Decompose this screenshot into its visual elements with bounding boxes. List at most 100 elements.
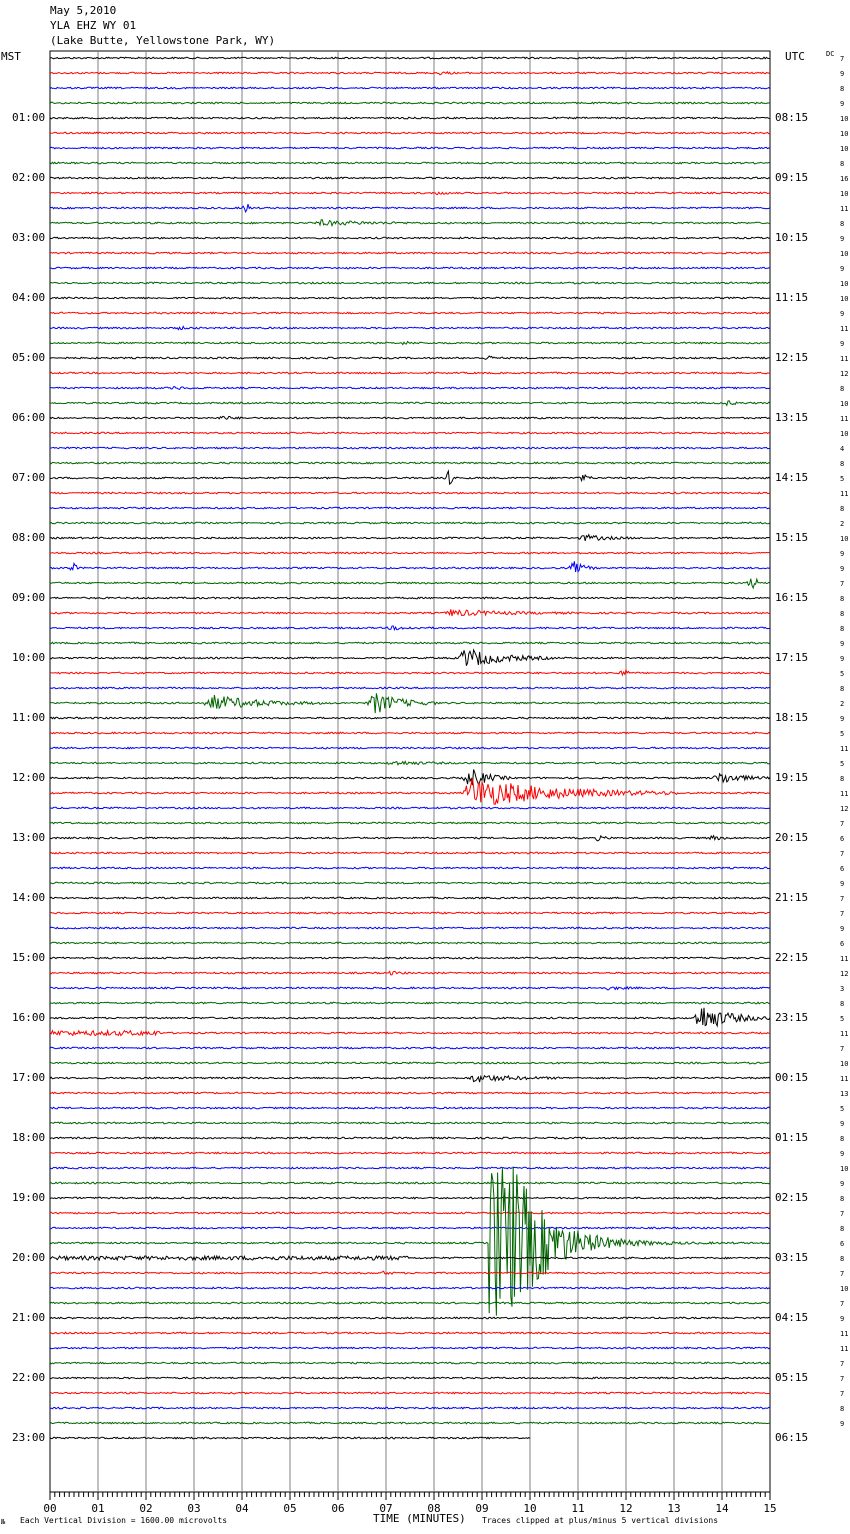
hour-label-right: 12:15 — [775, 351, 809, 364]
dc-offset: 9 — [840, 655, 845, 663]
trace-row — [49, 956, 771, 960]
trace-row — [49, 446, 771, 450]
dc-offset: 9 — [840, 265, 845, 273]
trace-row — [49, 266, 771, 270]
trace-row — [49, 400, 771, 407]
x-axis-title: TIME (MINUTES) — [373, 1512, 466, 1525]
trace-row — [49, 101, 771, 105]
trace-row — [49, 970, 771, 976]
dc-offset: 11 — [840, 1330, 849, 1338]
dc-offset: 7 — [840, 1045, 845, 1053]
hour-label-left: 18:00 — [12, 1131, 46, 1144]
hour-label-left: 19:00 — [12, 1191, 46, 1204]
trace-row — [49, 236, 771, 240]
dc-offset: 9 — [840, 925, 845, 933]
trace-row — [49, 926, 771, 930]
trace-row — [49, 716, 771, 720]
hour-label-right: 16:15 — [775, 591, 809, 604]
trace-row — [49, 1211, 771, 1215]
dc-offset: 10 — [840, 430, 849, 438]
trace-row — [49, 625, 770, 631]
hour-label-left: 01:00 — [12, 111, 46, 124]
dc-offset: 9 — [840, 100, 845, 108]
trace-row — [49, 340, 771, 346]
trace-row — [49, 1316, 771, 1320]
dc-offset: 5 — [840, 670, 845, 678]
trace-row — [49, 1151, 771, 1155]
dc-offset: 9 — [840, 235, 845, 243]
trace-row — [49, 311, 771, 315]
dc-offset: 9 — [840, 565, 845, 573]
hour-label-left: 07:00 — [12, 471, 46, 484]
trace-row — [49, 219, 771, 228]
dc-offset: 10 — [840, 115, 849, 123]
x-axis: 00 01 02 03 04 05 06 07 08 09 10 11 12 13 14 15 — [43, 1492, 777, 1515]
trace-row — [49, 1091, 771, 1095]
x-tick-label: 13 — [667, 1502, 680, 1515]
x-tick-label: 09 — [475, 1502, 488, 1515]
dc-offset: 9 — [840, 1315, 845, 1323]
hour-label-left: 08:00 — [12, 531, 46, 544]
hour-label-right: 03:15 — [775, 1251, 809, 1264]
dc-offset: 8 — [840, 385, 845, 393]
dc-offset: 10 — [840, 400, 849, 408]
hour-label-left: 11:00 — [12, 711, 46, 724]
trace-row — [49, 116, 771, 120]
dc-offset: 7 — [840, 580, 845, 588]
x-tick-label: 08 — [427, 1502, 440, 1515]
x-tick-label: 01 — [91, 1502, 104, 1515]
dc-offset: 8 — [840, 1135, 845, 1143]
trace-row — [49, 777, 771, 805]
trace-row — [49, 1181, 771, 1185]
dc-offset: 11 — [840, 325, 849, 333]
dc-offset: 7 — [840, 1210, 845, 1218]
dc-offset: 11 — [840, 955, 849, 963]
x-tick-label: 14 — [715, 1502, 729, 1515]
hour-label-right: 10:15 — [775, 231, 809, 244]
trace-row — [49, 1196, 771, 1200]
dc-offset: 4 — [840, 445, 845, 453]
header-location: (Lake Butte, Yellowstone Park, WY) — [50, 34, 276, 47]
dc-offset: 11 — [840, 355, 849, 363]
trace-row — [49, 521, 771, 525]
dc-offset: 9 — [840, 1180, 845, 1188]
trace-row — [49, 506, 771, 510]
trace-row — [49, 533, 771, 542]
dc-offset: 11 — [840, 1345, 849, 1353]
trace-row — [49, 1406, 771, 1410]
trace-row — [49, 469, 771, 486]
dc-offset: 5 — [840, 1105, 845, 1113]
dc-offset: 10 — [840, 1165, 849, 1173]
dc-offset: 10 — [840, 1285, 849, 1293]
dc-offset: 12 — [840, 970, 849, 978]
trace-row — [49, 686, 771, 690]
hour-label-right: 17:15 — [775, 651, 809, 664]
dc-label: DC — [826, 50, 835, 58]
hour-label-right: 08:15 — [775, 111, 809, 124]
dc-offset: 5 — [840, 475, 845, 483]
trace-row — [49, 1376, 771, 1380]
dc-offset: 3 — [840, 985, 845, 993]
trace-row — [49, 577, 771, 590]
hour-label-right: 20:15 — [775, 831, 809, 844]
hour-label-right: 04:15 — [775, 1311, 809, 1324]
hour-label-right: 09:15 — [775, 171, 809, 184]
hour-label-left: 17:00 — [12, 1071, 46, 1084]
dc-offset: 8 — [840, 505, 845, 513]
dc-offset: 11 — [840, 790, 849, 798]
dc-offset: 11 — [840, 490, 849, 498]
hour-label-right: 11:15 — [775, 291, 809, 304]
hour-label-left: 23:00 — [12, 1431, 46, 1444]
trace-row — [49, 551, 771, 555]
x-tick-label: 10 — [523, 1502, 536, 1515]
trace-row — [49, 1226, 771, 1230]
dc-offset: 5 — [840, 1015, 845, 1023]
hour-label-right: 13:15 — [775, 411, 809, 424]
x-tick-label: 06 — [331, 1502, 344, 1515]
dc-offset: 8 — [840, 160, 845, 168]
dc-offset: 8 — [840, 220, 845, 228]
dc-offset: 9 — [840, 550, 845, 558]
hour-label-left: 15:00 — [12, 951, 46, 964]
x-tick-label: 02 — [139, 1502, 152, 1515]
trace-row — [49, 296, 771, 300]
